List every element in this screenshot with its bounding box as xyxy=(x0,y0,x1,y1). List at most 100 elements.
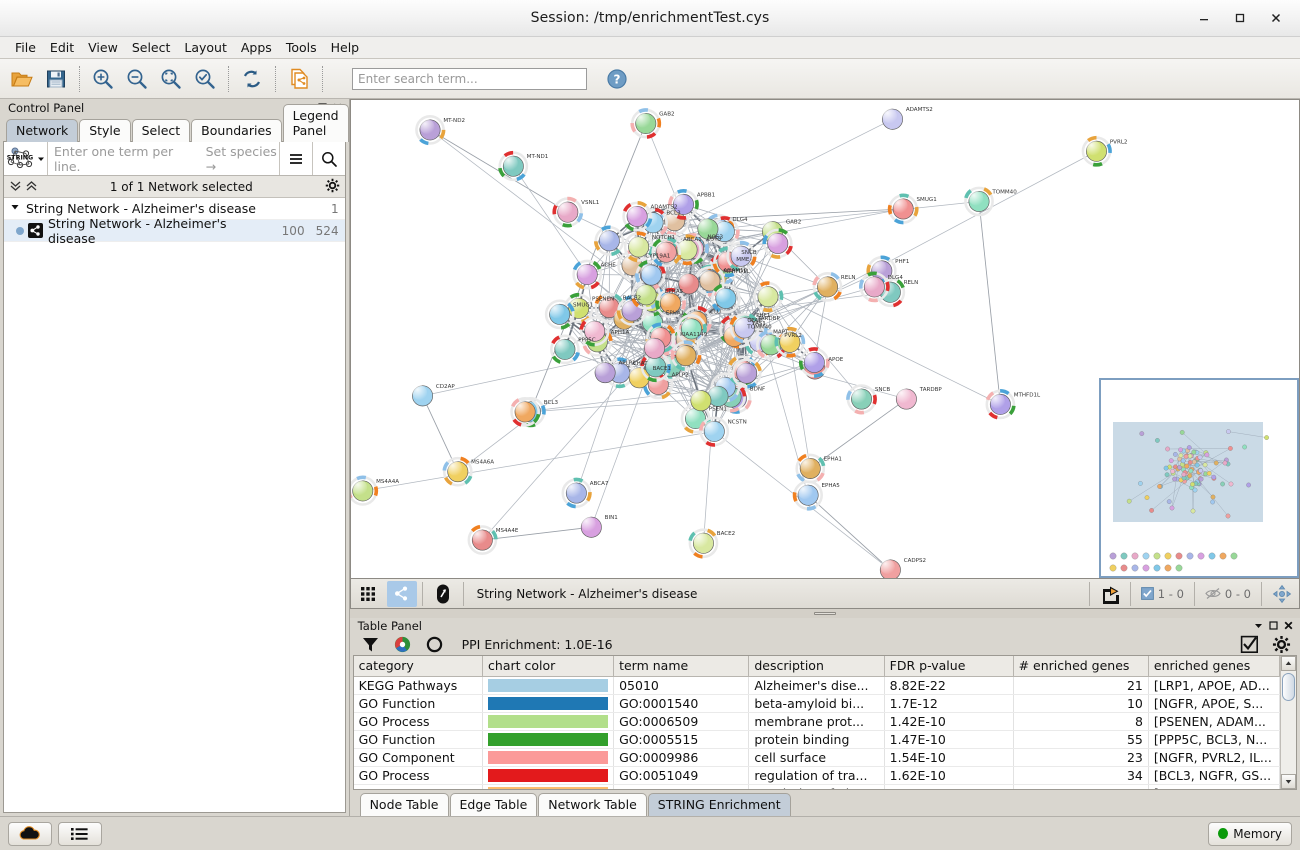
network-node[interactable] xyxy=(1081,135,1112,167)
cloud-status-icon[interactable] xyxy=(8,821,52,846)
col-header-description[interactable]: description xyxy=(748,656,885,677)
network-node[interactable] xyxy=(794,453,825,484)
network-node[interactable] xyxy=(858,271,890,303)
network-node[interactable] xyxy=(497,150,528,182)
network-node[interactable] xyxy=(350,475,378,506)
table-row[interactable]: GO Function GO:0001540 beta-amyloid bi... 1… xyxy=(353,694,1281,713)
tab-legend-panel[interactable]: Legend Panel xyxy=(282,104,349,142)
expand-all-icon[interactable] xyxy=(25,179,38,195)
pan-tool-icon[interactable] xyxy=(1267,581,1297,607)
network-node[interactable] xyxy=(687,528,718,559)
network-node[interactable] xyxy=(709,216,740,247)
menu-apps[interactable]: Apps xyxy=(240,40,272,55)
tab-network[interactable]: Network xyxy=(6,119,79,142)
network-node[interactable] xyxy=(731,358,762,389)
network-node[interactable] xyxy=(725,240,757,272)
set-species-link[interactable]: Set species → xyxy=(205,143,277,174)
network-node[interactable] xyxy=(544,299,575,330)
network-node[interactable] xyxy=(985,389,1016,420)
tab-edge-table[interactable]: Edge Table xyxy=(449,793,538,816)
scroll-thumb[interactable] xyxy=(1282,673,1296,701)
search-icon[interactable] xyxy=(311,142,345,175)
hamburger-menu-icon[interactable] xyxy=(278,142,312,175)
tab-style[interactable]: Style xyxy=(79,119,131,142)
filter-funnel-icon[interactable] xyxy=(360,633,382,655)
network-node[interactable] xyxy=(629,108,661,139)
network-node[interactable] xyxy=(580,516,602,538)
network-node[interactable] xyxy=(887,193,919,225)
network-node[interactable] xyxy=(690,390,711,412)
menu-layout[interactable]: Layout xyxy=(184,40,227,55)
gear-icon[interactable] xyxy=(1270,633,1292,655)
pie-chart-icon[interactable] xyxy=(392,633,414,655)
horizontal-splitter[interactable] xyxy=(349,609,1300,618)
tab-string-enrichment[interactable]: STRING Enrichment xyxy=(647,793,791,816)
menu-help[interactable]: Help xyxy=(330,40,360,55)
memory-status-button[interactable]: Memory xyxy=(1208,821,1292,846)
network-node[interactable] xyxy=(593,225,624,257)
zoom-in-icon[interactable] xyxy=(87,63,119,95)
network-node[interactable] xyxy=(881,108,903,130)
network-node[interactable] xyxy=(621,201,652,232)
zoom-fit-icon[interactable] xyxy=(155,63,187,95)
help-icon[interactable]: ? xyxy=(601,63,633,95)
network-node[interactable] xyxy=(442,456,473,487)
network-node[interactable] xyxy=(761,228,793,259)
table-row[interactable]: GO Function GO:0005515 protein binding 1.47… xyxy=(353,730,1281,749)
network-node[interactable] xyxy=(640,264,662,286)
table-panel-close-icon[interactable] xyxy=(1281,618,1296,633)
select-all-checkbox-icon[interactable] xyxy=(1238,633,1260,655)
network-node[interactable] xyxy=(670,340,701,371)
network-node[interactable] xyxy=(792,480,823,511)
network-node[interactable] xyxy=(845,384,877,415)
tab-boundaries[interactable]: Boundaries xyxy=(191,119,282,142)
network-node[interactable] xyxy=(643,337,665,359)
network-node[interactable] xyxy=(411,385,433,407)
network-node[interactable] xyxy=(879,559,901,579)
table-row[interactable]: GO Process GO:0006509 membrane prot... 1.42… xyxy=(353,712,1281,731)
network-node[interactable] xyxy=(895,388,917,410)
network-view-canvas[interactable]: MT-ND2 MT-ND1 VSNL1 CD2AP MS4A4A MS4A6A MS4A4E… xyxy=(349,99,1300,579)
string-network-graph[interactable]: MT-ND2 MT-ND1 VSNL1 CD2AP MS4A4A MS4A6A MS4A4E… xyxy=(350,100,1299,579)
network-node[interactable] xyxy=(571,259,602,290)
string-logo-dropdown[interactable]: STRING xyxy=(4,142,48,175)
network-node[interactable] xyxy=(811,272,842,302)
scroll-down-arrow-icon[interactable] xyxy=(1281,774,1297,789)
refresh-icon[interactable] xyxy=(236,63,268,95)
network-node[interactable] xyxy=(639,351,671,383)
birds-eye-overview[interactable] xyxy=(1099,378,1300,578)
table-row[interactable]: GO Component GO:0009986 cell surface 1.54E-… xyxy=(353,748,1281,767)
network-node[interactable] xyxy=(594,362,616,384)
zoom-out-icon[interactable] xyxy=(121,63,153,95)
save-session-icon[interactable] xyxy=(40,63,72,95)
network-node[interactable] xyxy=(549,334,580,365)
table-panel-float-icon[interactable] xyxy=(1266,618,1281,633)
network-node[interactable] xyxy=(650,236,681,268)
network-node[interactable] xyxy=(645,322,676,353)
menu-file[interactable]: File xyxy=(15,40,36,55)
tree-child-row[interactable]: String Network - Alzheimer's disease 100… xyxy=(4,216,345,246)
network-node[interactable] xyxy=(774,326,805,358)
table-row[interactable]: KEGG Pathways 05010 Alzheimer's dise... 8.8… xyxy=(353,676,1281,695)
expand-triangle-icon[interactable] xyxy=(10,202,26,215)
minimize-button[interactable] xyxy=(1186,3,1222,33)
table-row[interactable]: GO Process GO:0051049 regulation of tra...… xyxy=(353,766,1281,785)
zoom-selected-icon[interactable] xyxy=(189,63,221,95)
new-network-icon[interactable] xyxy=(283,63,315,95)
donut-ring-icon[interactable] xyxy=(424,633,446,655)
scroll-up-arrow-icon[interactable] xyxy=(1281,656,1297,671)
task-list-icon[interactable] xyxy=(58,821,102,846)
annotation-icon[interactable] xyxy=(428,581,458,607)
col-header-fdr-pvalue[interactable]: FDR p-value xyxy=(884,656,1014,677)
menu-edit[interactable]: Edit xyxy=(49,40,75,55)
network-node[interactable] xyxy=(578,316,610,347)
tab-select[interactable]: Select xyxy=(131,119,191,142)
tab-network-table[interactable]: Network Table xyxy=(538,793,647,816)
network-node[interactable] xyxy=(414,115,445,146)
menu-view[interactable]: View xyxy=(88,40,118,55)
network-node[interactable] xyxy=(623,231,654,263)
table-row[interactable]: GO Process GO:0019220regulation of ph...1… xyxy=(353,784,1281,789)
maximize-button[interactable] xyxy=(1222,3,1258,33)
col-header-enriched-count[interactable]: # enriched genes xyxy=(1013,656,1149,677)
network-node[interactable] xyxy=(552,196,583,228)
